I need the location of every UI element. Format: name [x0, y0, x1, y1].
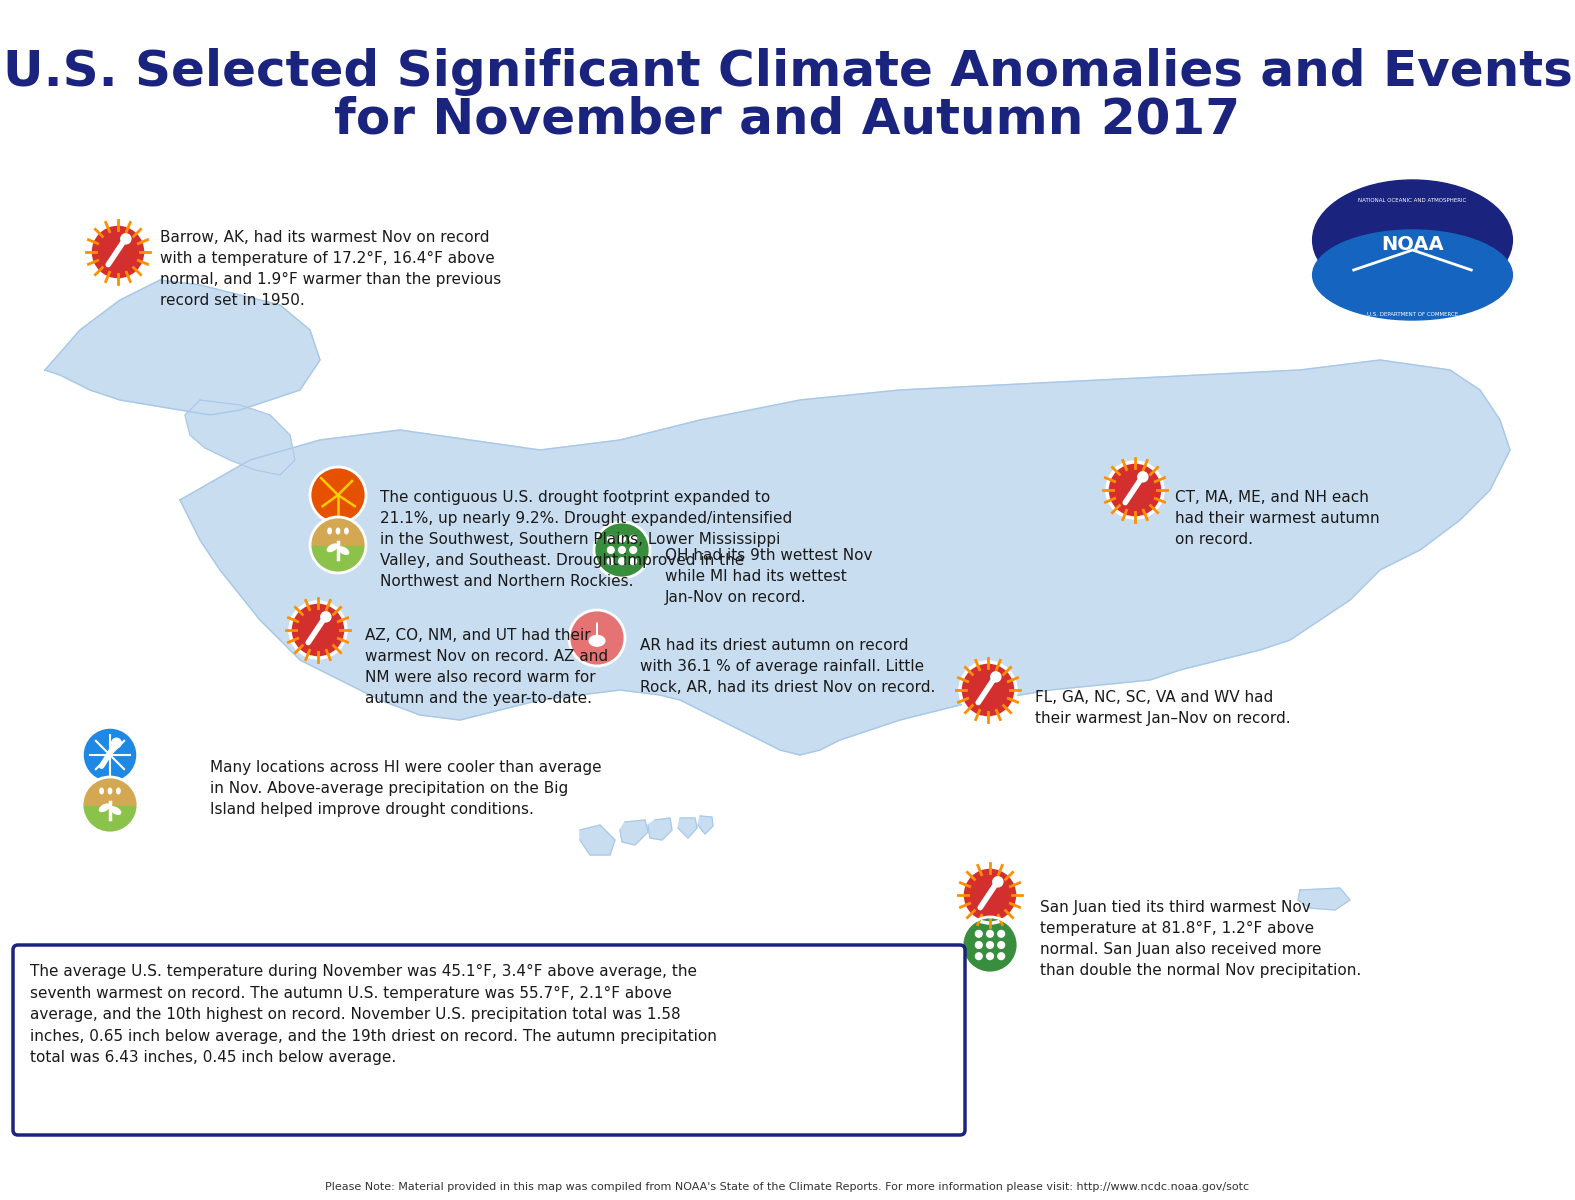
- Polygon shape: [180, 360, 1510, 755]
- Polygon shape: [82, 778, 139, 805]
- Ellipse shape: [110, 806, 121, 815]
- Circle shape: [630, 535, 636, 542]
- Circle shape: [630, 547, 636, 553]
- Circle shape: [992, 877, 1003, 887]
- Text: AZ, CO, NM, and UT had their
warmest Nov on record. AZ and
NM were also record w: AZ, CO, NM, and UT had their warmest Nov…: [365, 628, 608, 706]
- Circle shape: [999, 953, 1005, 960]
- Circle shape: [594, 522, 650, 578]
- Circle shape: [630, 558, 636, 564]
- Circle shape: [310, 467, 365, 523]
- Text: FL, GA, NC, SC, VA and WV had
their warmest Jan–Nov on record.: FL, GA, NC, SC, VA and WV had their warm…: [1035, 690, 1290, 726]
- Circle shape: [975, 930, 983, 937]
- Text: Please Note: Material provided in this map was compiled from NOAA's State of the: Please Note: Material provided in this m…: [326, 1182, 1249, 1192]
- Polygon shape: [589, 623, 605, 646]
- Polygon shape: [184, 400, 295, 475]
- Text: CT, MA, ME, and NH each
had their warmest autumn
on record.: CT, MA, ME, and NH each had their warmes…: [1175, 490, 1380, 547]
- Polygon shape: [621, 820, 647, 845]
- Circle shape: [321, 612, 331, 622]
- Circle shape: [999, 942, 1005, 948]
- Polygon shape: [677, 818, 698, 838]
- Circle shape: [608, 547, 614, 553]
- Circle shape: [999, 930, 1005, 937]
- Text: U.S. Selected Significant Climate Anomalies and Events: U.S. Selected Significant Climate Anomal…: [3, 48, 1572, 96]
- Circle shape: [112, 738, 121, 748]
- Circle shape: [608, 535, 614, 542]
- Text: AR had its driest autumn on record
with 36.1 % of average rainfall. Little
Rock,: AR had its driest autumn on record with …: [639, 638, 936, 695]
- Circle shape: [82, 778, 139, 833]
- Circle shape: [569, 610, 625, 666]
- Text: San Juan tied its third warmest Nov
temperature at 81.8°F, 1.2°F above
normal. S: San Juan tied its third warmest Nov temp…: [1040, 900, 1361, 978]
- Ellipse shape: [345, 528, 348, 534]
- Text: The average U.S. temperature during November was 45.1°F, 3.4°F above average, th: The average U.S. temperature during Nove…: [30, 964, 717, 1066]
- FancyBboxPatch shape: [13, 946, 965, 1135]
- Circle shape: [619, 547, 625, 553]
- Circle shape: [986, 942, 994, 948]
- Circle shape: [991, 672, 1000, 682]
- Circle shape: [608, 558, 614, 564]
- Text: OH had its 9th wettest Nov
while MI had its wettest
Jan-Nov on record.: OH had its 9th wettest Nov while MI had …: [665, 548, 873, 605]
- Ellipse shape: [109, 788, 112, 794]
- Circle shape: [961, 662, 1016, 718]
- Polygon shape: [46, 280, 320, 415]
- Circle shape: [619, 558, 625, 564]
- Circle shape: [962, 866, 1017, 923]
- Polygon shape: [647, 818, 673, 840]
- Text: U.S. DEPARTMENT OF COMMERCE: U.S. DEPARTMENT OF COMMERCE: [1367, 312, 1458, 318]
- Ellipse shape: [99, 788, 104, 794]
- Circle shape: [121, 234, 131, 244]
- Circle shape: [975, 953, 983, 960]
- Circle shape: [310, 517, 365, 572]
- Ellipse shape: [337, 528, 340, 534]
- Ellipse shape: [328, 528, 331, 534]
- Circle shape: [1107, 462, 1162, 518]
- Polygon shape: [1298, 888, 1350, 910]
- Circle shape: [975, 942, 983, 948]
- Text: Many locations across HI were cooler than average
in Nov. Above-average precipit: Many locations across HI were cooler tha…: [209, 760, 602, 817]
- Text: Barrow, AK, had its warmest Nov on record
with a temperature of 17.2°F, 16.4°F a: Barrow, AK, had its warmest Nov on recor…: [161, 230, 501, 308]
- Ellipse shape: [1312, 230, 1512, 320]
- Ellipse shape: [117, 788, 120, 794]
- Circle shape: [82, 727, 139, 782]
- Text: The contiguous U.S. drought footprint expanded to
21.1%, up nearly 9.2%. Drought: The contiguous U.S. drought footprint ex…: [380, 490, 792, 589]
- Ellipse shape: [1312, 180, 1512, 300]
- Ellipse shape: [1295, 155, 1529, 355]
- Circle shape: [290, 602, 346, 658]
- Circle shape: [1137, 472, 1148, 482]
- Circle shape: [986, 953, 994, 960]
- Polygon shape: [580, 826, 614, 854]
- Circle shape: [90, 224, 146, 280]
- Circle shape: [986, 930, 994, 937]
- Circle shape: [619, 535, 625, 542]
- Text: NOAA: NOAA: [1381, 235, 1444, 254]
- Text: NATIONAL OCEANIC AND ATMOSPHERIC: NATIONAL OCEANIC AND ATMOSPHERIC: [1358, 198, 1466, 203]
- Polygon shape: [310, 517, 365, 545]
- Ellipse shape: [99, 804, 109, 811]
- Circle shape: [962, 917, 1017, 973]
- Ellipse shape: [339, 547, 348, 554]
- Ellipse shape: [328, 544, 337, 552]
- Text: for November and Autumn 2017: for November and Autumn 2017: [334, 95, 1241, 143]
- Polygon shape: [698, 816, 713, 834]
